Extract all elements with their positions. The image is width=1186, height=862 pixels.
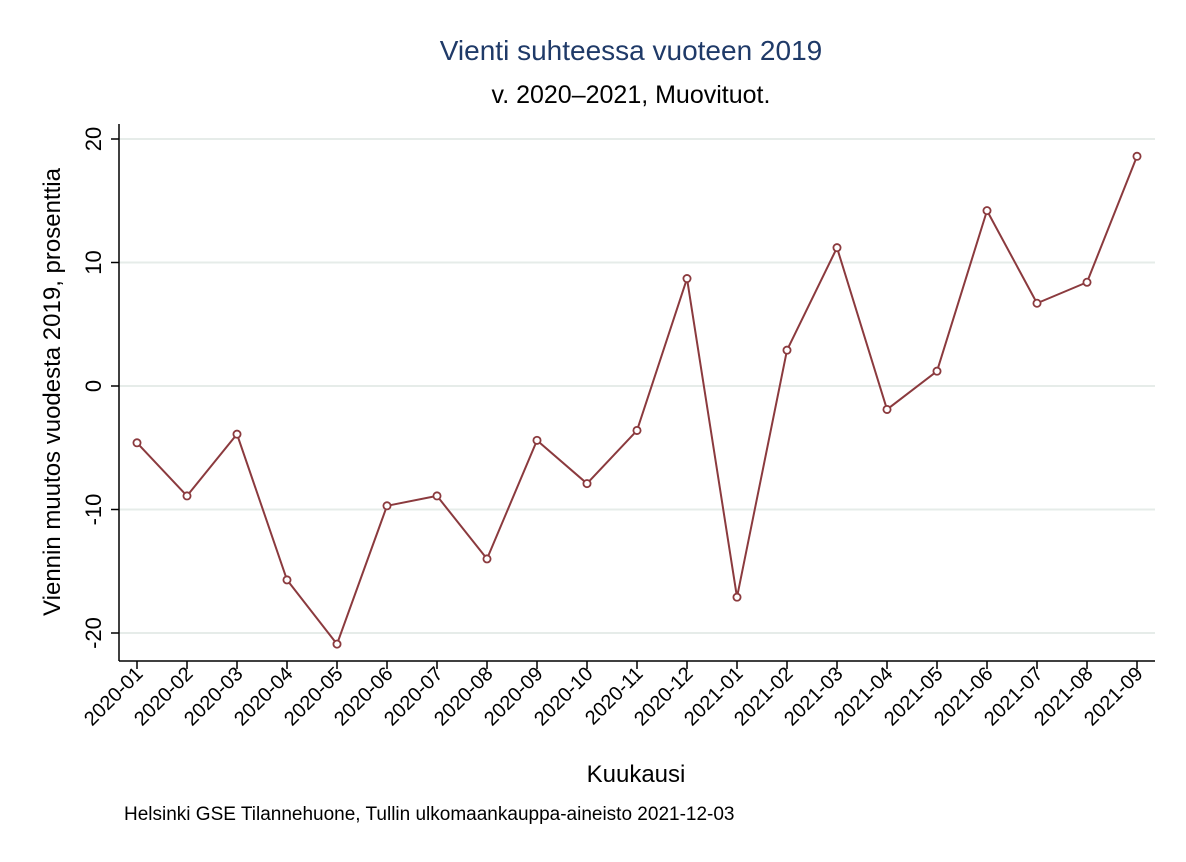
y-tick-label: -10 [81,494,106,526]
data-point [132,438,142,448]
data-point [1132,151,1142,161]
data-point [932,366,942,376]
data-point [782,345,792,355]
y-tick-label: 10 [81,250,106,274]
x-axis-title: Kuukausi [587,761,686,788]
data-point [832,243,842,253]
data-point [482,554,492,564]
data-point [232,429,242,439]
data-point [432,491,442,501]
data-point [1082,277,1092,287]
chart-title: Vienti suhteessa vuoteen 2019 [440,35,822,66]
gridlines [119,138,1155,634]
data-point [632,425,642,435]
data-point [282,575,292,585]
chart-subtitle: v. 2020–2021, Muovituot. [492,81,771,109]
series [132,151,1142,649]
x-ticks: 2020-012020-022020-032020-042020-052020-… [80,661,1148,730]
series-line [136,155,1138,646]
data-point [582,479,592,489]
data-point [682,274,692,284]
source-note: Helsinki GSE Tilannehuone, Tullin ulkoma… [124,804,735,825]
data-point [532,435,542,445]
y-tick-label: 0 [81,380,106,392]
axes [118,124,1155,662]
data-point [382,501,392,511]
data-point [1032,298,1042,308]
y-axis-title: Viennin muutos vuodesta 2019, prosenttia [39,167,66,616]
data-point [882,404,892,414]
data-point [182,491,192,501]
data-point [982,206,992,216]
y-tick-label: 20 [81,127,106,151]
y-tick-label: -20 [81,617,106,649]
data-point [332,639,342,649]
data-point [732,592,742,602]
y-ticks: -20 -10 0 10 20 [81,127,119,649]
